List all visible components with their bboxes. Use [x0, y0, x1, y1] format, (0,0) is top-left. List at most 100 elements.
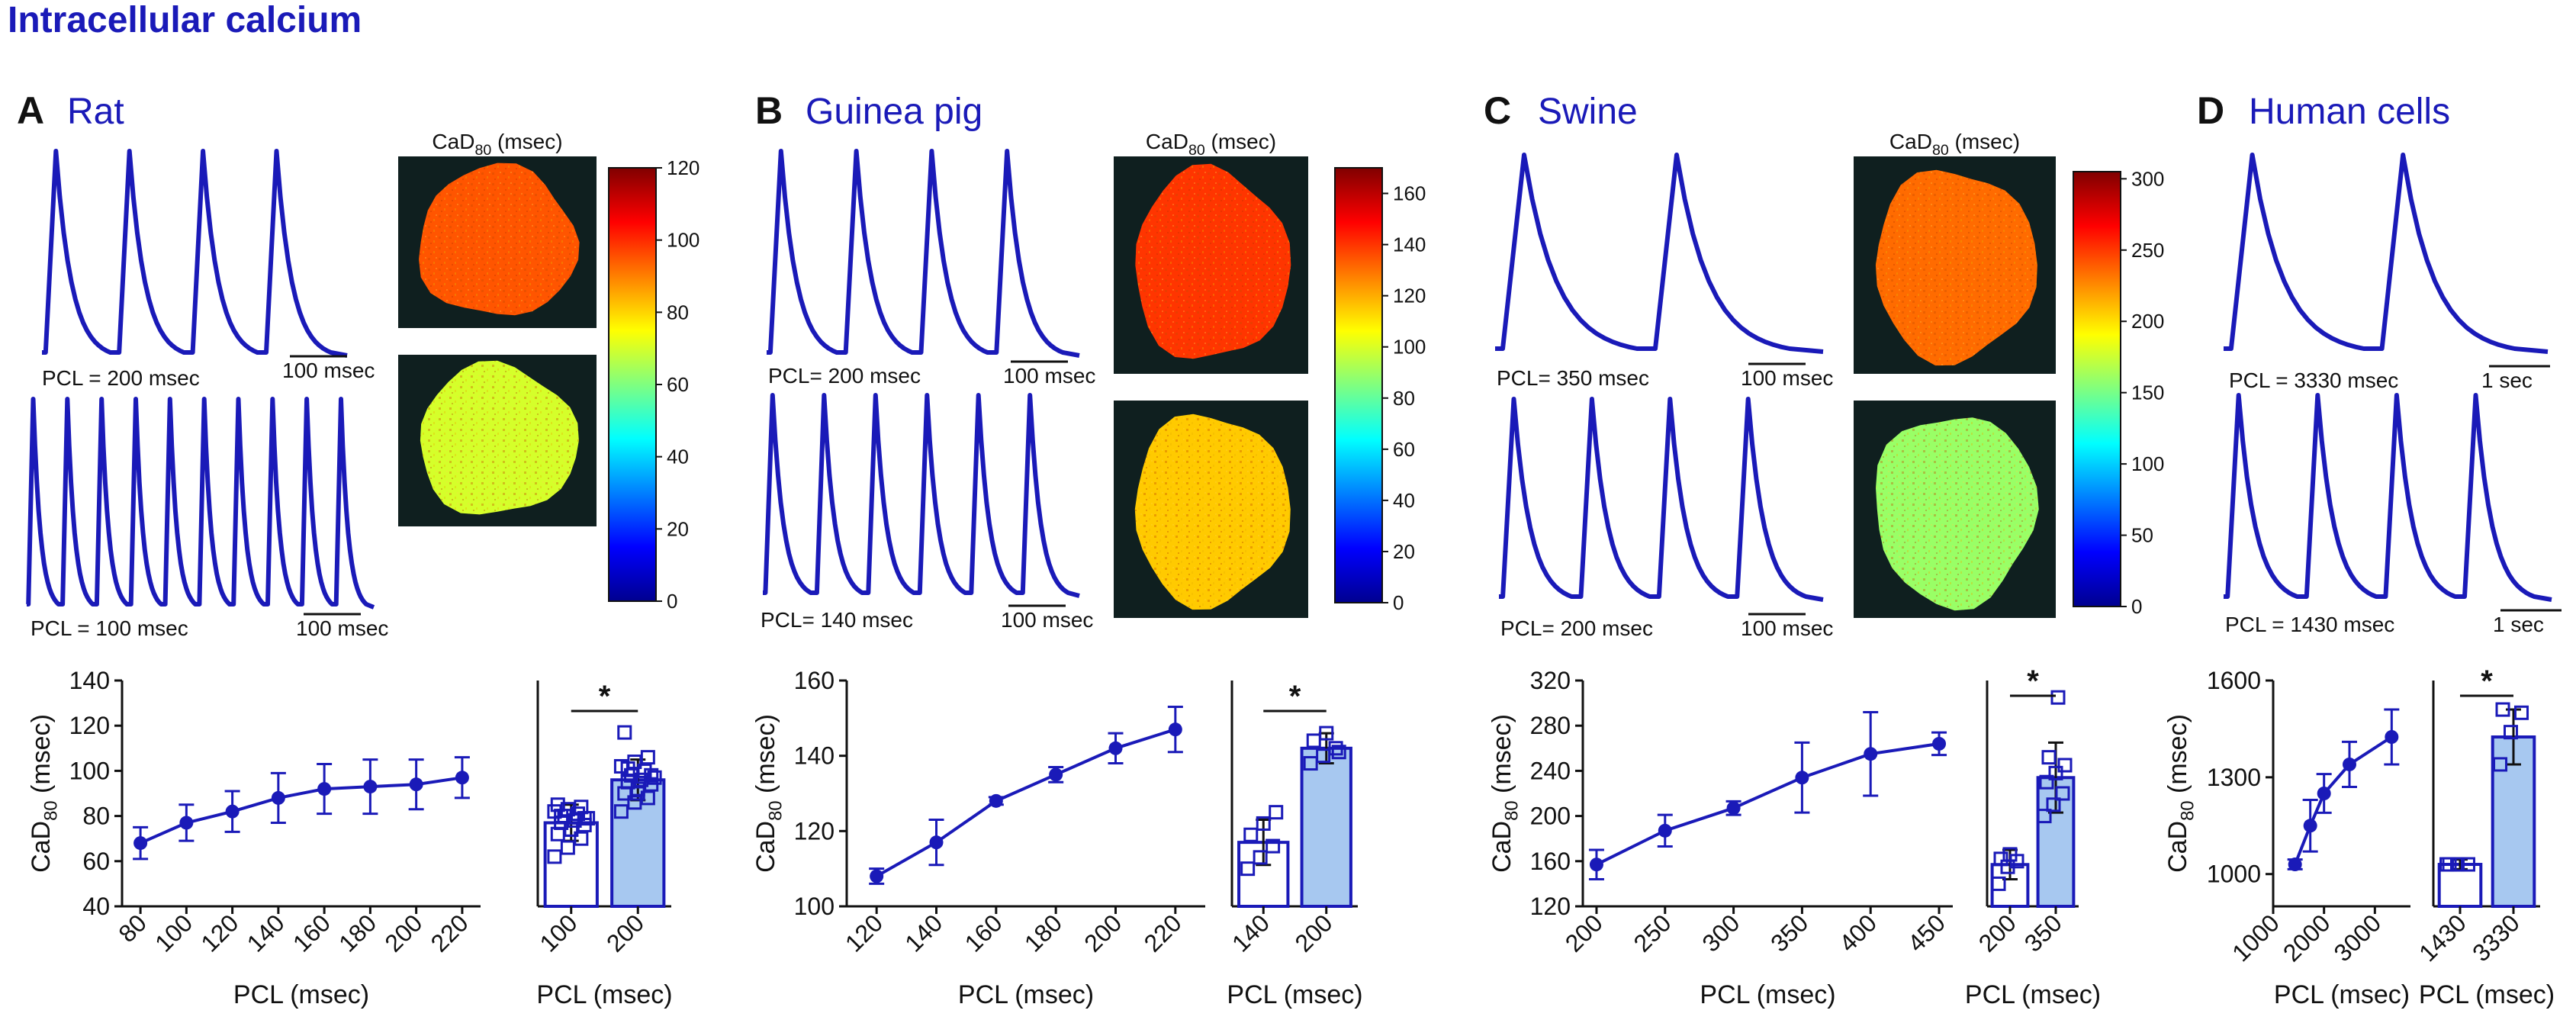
significance-star: * — [599, 680, 611, 713]
colorbar-tick-label: 0 — [667, 590, 677, 613]
colorbar-tick-label: 60 — [667, 373, 689, 396]
category-label: 100 — [534, 909, 582, 957]
x-tick-label: 120 — [195, 909, 243, 957]
line-chart: 40608010012014080100120140160180200220PC… — [27, 667, 481, 1009]
panel-letter: A — [17, 89, 44, 132]
panel-species: Swine — [1538, 92, 1638, 132]
individual-point — [2055, 786, 2070, 801]
pcl-label: PCL = 1430 msec — [2225, 613, 2394, 636]
map-title-sub: 80 — [1932, 142, 1949, 159]
panel-letter: D — [2197, 89, 2224, 132]
data-point — [317, 782, 332, 796]
category-label: 200 — [1973, 909, 2021, 957]
individual-point — [620, 761, 635, 776]
individual-point — [2493, 757, 2508, 772]
x-tick-label: 180 — [1019, 909, 1067, 957]
activation-map-texture — [1135, 163, 1291, 359]
calcium-trace — [767, 149, 1080, 358]
y-axis-label: CaD80 (msec) — [1487, 714, 1523, 873]
data-point — [1726, 801, 1741, 816]
scale-label: 1 sec — [2481, 368, 2533, 392]
colorbar — [2073, 171, 2121, 607]
x-tick-label: 220 — [426, 909, 474, 957]
category-label: 140 — [1227, 909, 1275, 957]
pcl-label: PCL = 200 msec — [42, 366, 200, 390]
map-title-unit: (msec) — [1205, 130, 1276, 153]
individual-point — [1306, 733, 1321, 748]
y-tick-label: 120 — [69, 712, 110, 739]
y-tick-label: 240 — [1530, 757, 1571, 784]
individual-point — [2442, 857, 2457, 872]
individual-point — [2057, 758, 2073, 773]
x-tick-label: 2000 — [2278, 909, 2336, 967]
colorbar-tick-label: 250 — [2131, 239, 2164, 262]
colorbar-tick-label: 20 — [667, 517, 689, 540]
activation-map-texture — [1134, 413, 1291, 610]
y-axis-label-unit: (msec) — [751, 714, 780, 800]
data-point — [1795, 771, 1809, 785]
x-tick-label: 80 — [113, 909, 152, 948]
map-title-sub: 80 — [1188, 142, 1205, 159]
activation-map-texture — [419, 162, 580, 316]
y-axis-label-unit: (msec) — [1487, 714, 1516, 800]
map-title-main: CaD — [1146, 130, 1188, 153]
individual-point — [1316, 748, 1331, 764]
bar — [2491, 735, 2536, 908]
colorbar — [608, 167, 657, 602]
map-title-sub: 80 — [474, 142, 491, 159]
colorbar-tick-label: 60 — [1393, 438, 1415, 461]
y-tick-label: 1300 — [2207, 764, 2261, 791]
individual-point — [2450, 857, 2465, 872]
figure-title: Intracellular calcium — [8, 0, 362, 40]
y-tick-label: 320 — [1530, 667, 1571, 694]
data-point — [2385, 730, 2399, 744]
data-point — [1589, 858, 1603, 872]
calcium-trace — [763, 393, 1080, 598]
y-axis-label: CaD80 (msec) — [2163, 714, 2198, 873]
x-axis-label: PCL (msec) — [1227, 980, 1362, 1009]
significance-star: * — [2481, 664, 2493, 698]
x-tick-label: 220 — [1139, 909, 1187, 957]
colorbar-tick-label: 140 — [1393, 233, 1426, 256]
category-label: 1430 — [2414, 909, 2471, 967]
x-tick-label: 160 — [960, 909, 1008, 957]
y-tick-label: 140 — [794, 742, 835, 770]
individual-point — [2039, 774, 2054, 790]
colorbar-tick-label: 0 — [2131, 595, 2142, 618]
colorbar-tick-label: 50 — [2131, 524, 2153, 547]
significance-star: * — [2027, 664, 2039, 698]
x-tick-label: 160 — [288, 909, 336, 957]
individual-point — [644, 767, 659, 783]
pcl-label: PCL= 140 msec — [761, 608, 913, 632]
individual-point — [574, 831, 589, 846]
scale-label: 100 msec — [282, 359, 375, 382]
bar-chart: 140 200 * PCL (msec) — [1227, 680, 1363, 1009]
panel-species: Human cells — [2249, 92, 2450, 132]
x-tick-label: 140 — [242, 909, 290, 957]
data-point — [2343, 757, 2356, 771]
panel-a: A Rat PCL = 200 msec 100 msec PCL = 100 msec… — [17, 89, 699, 1009]
x-axis-label: PCL (msec) — [958, 980, 1094, 1009]
individual-point — [1269, 805, 1284, 820]
panel-letter: C — [1484, 89, 1511, 132]
data-point — [179, 816, 194, 830]
y-axis-label-sub: 80 — [41, 800, 62, 820]
individual-point — [613, 804, 629, 819]
x-tick-label: 200 — [1079, 909, 1127, 957]
data-point — [225, 804, 240, 819]
data-point — [363, 780, 378, 794]
individual-point — [2504, 725, 2519, 740]
y-tick-label: 80 — [82, 803, 110, 830]
y-tick-label: 100 — [69, 757, 110, 784]
x-tick-label: 400 — [1834, 909, 1882, 957]
data-point — [870, 869, 884, 883]
x-tick-label: 100 — [150, 909, 198, 957]
colorbar-tick-label: 160 — [1393, 182, 1426, 205]
individual-point — [1993, 851, 2008, 867]
colorbar — [1334, 167, 1383, 603]
individual-point — [2513, 705, 2529, 720]
x-tick-label: 180 — [333, 909, 381, 957]
